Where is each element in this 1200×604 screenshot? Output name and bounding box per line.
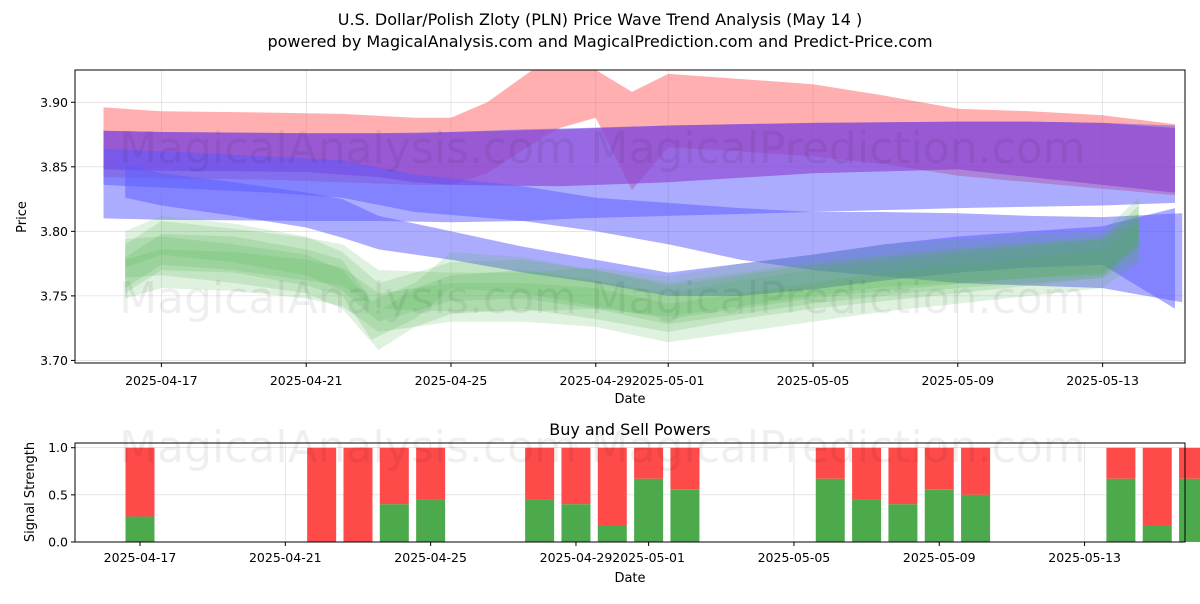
signal-ytick-label: 0.5 [48, 487, 68, 502]
watermark-prediction-2: MagicalPrediction.com [591, 273, 1086, 324]
watermark-analysis-2: MagicalAnalysis.com [119, 273, 577, 324]
buy-bar [670, 489, 699, 542]
sell-bar [1106, 448, 1135, 479]
buy-sell-chart: Buy and Sell Powers MagicalAnalysis.com … [23, 420, 1200, 586]
price-ylabel: Price [15, 201, 30, 233]
watermark-analysis-3: MagicalAnalysis.com [119, 422, 577, 473]
buy-bar [126, 517, 155, 542]
buy-bar [525, 500, 554, 542]
signal-xtick-label: 2025-04-29 [540, 550, 613, 565]
price-ytick-label: 3.80 [40, 224, 68, 239]
figure-title-line1: U.S. Dollar/Polish Zloty (PLN) Price Wav… [338, 10, 862, 29]
signal-ylabel: Signal Strength [23, 442, 38, 542]
price-xtick-label: 2025-05-01 [632, 373, 705, 388]
signal-xtick-label: 2025-05-09 [903, 550, 976, 565]
buy-bar [852, 500, 881, 542]
signal-xtick-label: 2025-05-13 [1048, 550, 1121, 565]
price-xtick-label: 2025-04-29 [559, 373, 632, 388]
signal-xtick-label: 2025-04-25 [394, 550, 467, 565]
buy-bar [925, 489, 954, 542]
sell-bar [1143, 448, 1172, 526]
signal-xtick-label: 2025-05-05 [758, 550, 831, 565]
price-xlabel: Date [614, 392, 645, 407]
buy-bar [1179, 479, 1200, 542]
price-ytick-label: 3.90 [40, 95, 68, 110]
price-wave-chart: MagicalAnalysis.com MagicalPrediction.co… [15, 64, 1185, 408]
watermark-prediction-3: MagicalPrediction.com [591, 422, 1086, 473]
signal-ytick-label: 0.0 [48, 535, 68, 550]
buy-bar [561, 504, 590, 542]
sell-bar [1179, 448, 1200, 479]
price-xtick-label: 2025-05-09 [921, 373, 994, 388]
price-xtick-label: 2025-04-17 [125, 373, 198, 388]
signal-xtick-label: 2025-04-21 [249, 550, 322, 565]
buy-bar [634, 479, 663, 542]
buy-bar [380, 504, 409, 542]
price-xtick-label: 2025-05-05 [777, 373, 850, 388]
buy-bar [416, 500, 445, 542]
price-xtick-label: 2025-04-25 [415, 373, 488, 388]
buy-bar [1143, 526, 1172, 542]
signal-xtick-label: 2025-04-17 [104, 550, 177, 565]
watermark-analysis: MagicalAnalysis.com [119, 123, 577, 174]
watermark-prediction: MagicalPrediction.com [591, 123, 1086, 174]
buy-bar [888, 504, 917, 542]
price-ytick-label: 3.75 [40, 288, 68, 303]
buy-bar [1106, 479, 1135, 542]
signal-xlabel: Date [614, 571, 645, 586]
price-xtick-label: 2025-04-21 [270, 373, 343, 388]
price-ytick-label: 3.70 [40, 353, 68, 368]
figure-title-line2: powered by MagicalAnalysis.com and Magic… [267, 32, 932, 51]
signal-xtick-label: 2025-05-01 [612, 550, 685, 565]
buy-bar [816, 479, 845, 542]
price-xtick-label: 2025-05-13 [1066, 373, 1139, 388]
buy-bar [961, 495, 990, 542]
signal-ytick-label: 1.0 [48, 440, 68, 455]
price-ytick-label: 3.85 [40, 159, 68, 174]
buy-bar [598, 526, 627, 542]
